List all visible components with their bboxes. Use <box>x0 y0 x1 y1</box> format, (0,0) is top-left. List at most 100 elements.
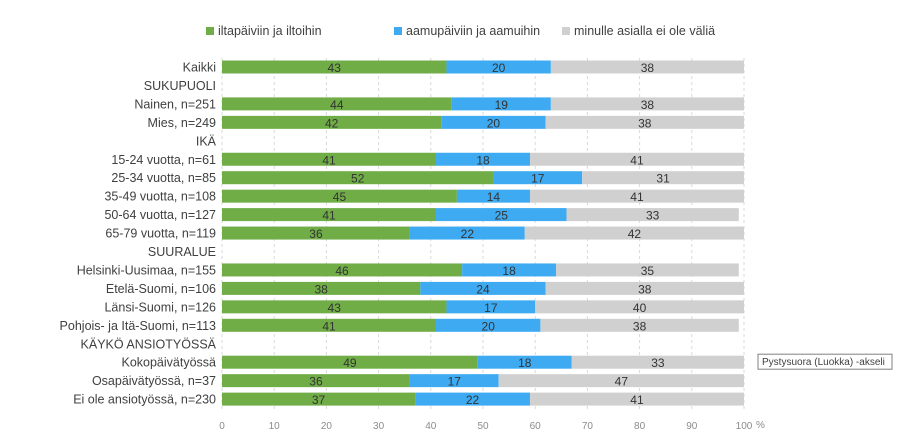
data-label: 38 <box>641 61 655 75</box>
category-label: Ei ole ansiotyössä, n=230 <box>73 393 216 407</box>
x-tick-label: 80 <box>634 421 646 432</box>
bar-segment <box>456 189 530 203</box>
x-tick-label: 90 <box>686 421 698 432</box>
bar-segment <box>529 189 744 203</box>
data-label: 47 <box>615 375 629 389</box>
data-label: 14 <box>487 190 501 204</box>
tooltip-box <box>757 353 893 370</box>
data-label: 38 <box>315 282 329 296</box>
data-label: 41 <box>322 319 336 333</box>
bar-segment <box>222 374 410 388</box>
category-label: Kaikki <box>183 61 216 75</box>
data-label: 40 <box>633 301 647 315</box>
category-label: Länsi-Suomi, n=126 <box>104 300 216 314</box>
bar-segment <box>222 152 437 166</box>
data-label: 20 <box>487 116 501 130</box>
data-label: 49 <box>343 356 357 370</box>
category-label: Pohjois- ja Itä-Suomi, n=113 <box>60 319 216 333</box>
legend-swatch <box>394 27 402 35</box>
data-label: 35 <box>641 264 655 278</box>
category-label: Mies, n=249 <box>148 116 216 130</box>
data-label: 42 <box>325 116 339 130</box>
bar-segment <box>493 171 583 185</box>
bar-segment <box>222 97 452 111</box>
legend-label: minulle asialla ei ole väliä <box>574 24 715 38</box>
data-label: 41 <box>630 190 644 204</box>
x-unit-label: % <box>756 420 765 431</box>
category-label: Etelä-Suomi, n=106 <box>106 282 216 296</box>
data-label: 17 <box>484 301 498 315</box>
x-tick-label: 10 <box>269 421 281 432</box>
bar-segment <box>571 355 744 369</box>
bar-segment <box>545 115 744 129</box>
category-label: 25-34 vuotta, n=85 <box>111 171 216 185</box>
bar-segment <box>477 355 572 369</box>
category-label: 50-64 vuotta, n=127 <box>104 208 216 222</box>
data-label: 22 <box>466 393 480 407</box>
category-label: Osapäivätyössä, n=37 <box>92 374 216 388</box>
bar-segment <box>436 208 567 222</box>
tooltip-text: Pystysuora (Luokka) -akseli <box>762 357 885 368</box>
data-label: 19 <box>495 98 509 112</box>
data-label: 41 <box>630 393 644 407</box>
bar-segment <box>222 171 494 185</box>
bar-segment <box>222 300 447 314</box>
bar-segment <box>441 115 546 129</box>
data-label: 33 <box>651 356 665 370</box>
data-label: 18 <box>502 264 516 278</box>
legend-swatch <box>562 27 570 35</box>
category-label: IKÄ <box>196 134 217 148</box>
x-tick-label: 20 <box>321 421 333 432</box>
data-label: 36 <box>309 227 323 241</box>
bar-segment <box>436 152 530 166</box>
category-label: SUKUPUOLI <box>144 79 216 93</box>
data-label: 41 <box>322 209 336 223</box>
bar-segment <box>222 226 410 240</box>
bar-segment <box>529 392 744 406</box>
data-label: 45 <box>333 190 347 204</box>
bar-segment <box>582 171 744 185</box>
category-label: Nainen, n=251 <box>134 97 216 111</box>
data-label: 52 <box>351 172 365 186</box>
data-label: 38 <box>633 319 647 333</box>
bar-segment <box>222 281 421 295</box>
data-label: 41 <box>630 153 644 167</box>
x-tick-label: 50 <box>477 421 489 432</box>
bar-segment <box>524 226 744 240</box>
bar-segment <box>556 263 739 277</box>
data-label: 36 <box>309 375 323 389</box>
data-label: 25 <box>495 209 509 223</box>
data-label: 38 <box>641 98 655 112</box>
data-label: 38 <box>638 116 652 130</box>
data-label: 17 <box>531 172 545 186</box>
x-tick-label: 60 <box>530 421 542 432</box>
category-label: KÄYKÖ ANSIOTYÖSSÄ <box>81 337 217 351</box>
legend-label: aamupäiviin ja aamuihin <box>406 24 540 38</box>
data-label: 18 <box>476 153 490 167</box>
bar-segment <box>535 300 744 314</box>
category-label: Helsinki-Uusimaa, n=155 <box>77 263 216 277</box>
data-label: 42 <box>628 227 642 241</box>
data-label: 37 <box>312 393 326 407</box>
bar-segment <box>498 374 744 388</box>
bar-segment <box>550 60 744 74</box>
data-label: 43 <box>328 301 342 315</box>
category-label: 15-24 vuotta, n=61 <box>111 153 216 167</box>
bar-segment <box>540 318 739 332</box>
data-label: 20 <box>492 61 506 75</box>
data-label: 17 <box>448 375 462 389</box>
data-label: 38 <box>638 282 652 296</box>
bar-segment <box>222 263 463 277</box>
data-label: 20 <box>482 319 496 333</box>
category-label: SUURALUE <box>148 245 216 259</box>
bar-segment <box>222 355 478 369</box>
data-label: 44 <box>330 98 344 112</box>
x-tick-label: 100 <box>736 421 753 432</box>
bar-segment <box>420 281 546 295</box>
bar-segment <box>545 281 744 295</box>
bar-segment <box>415 392 530 406</box>
x-tick-label: 70 <box>582 421 594 432</box>
legend-swatch <box>206 27 214 35</box>
bar-segment <box>222 392 416 406</box>
bar-segment <box>451 97 551 111</box>
